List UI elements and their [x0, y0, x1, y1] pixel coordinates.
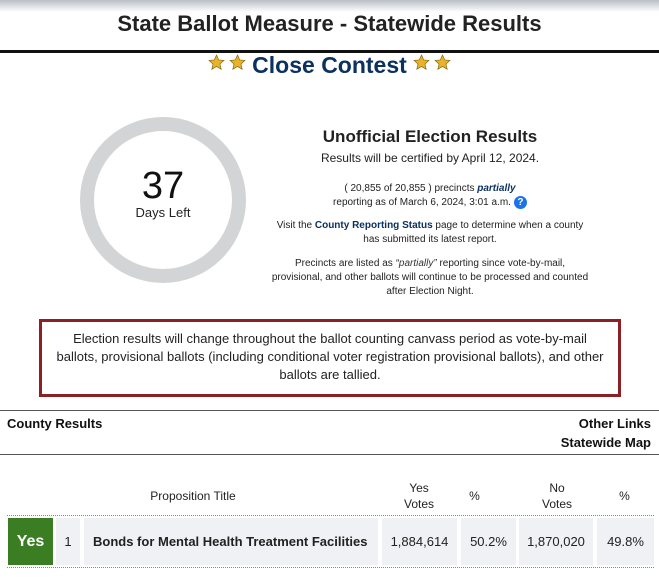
- precincts-reporting: ( 20,855 of 20,855 ) precincts partially…: [270, 182, 590, 210]
- title-divider: [0, 50, 659, 53]
- other-links-label: Other Links: [578, 416, 651, 431]
- row-divider-top: [7, 515, 654, 516]
- canvass-notice: Election results will change throughout …: [39, 319, 621, 397]
- partial-reporting-note: Precincts are listed as “partially” repo…: [270, 257, 590, 299]
- yes-percent: 50.2%: [461, 518, 516, 565]
- visit-prefix: Visit the: [276, 220, 313, 231]
- proposition-title[interactable]: Bonds for Mental Health Treatment Facili…: [84, 518, 378, 565]
- certification-date: Results will be certified by April 12, 2…: [320, 151, 540, 165]
- header-no-line2: Votes: [541, 497, 573, 511]
- header-yes-percent: %: [469, 489, 480, 503]
- header-no-percent: %: [619, 489, 630, 503]
- close-contest-banner: Close Contest: [0, 52, 659, 79]
- partial-quote: “partially”: [395, 258, 437, 269]
- header-proposition-title: Proposition Title: [150, 489, 236, 503]
- precincts-count: ( 20,855 of 20,855 ) precincts: [344, 183, 475, 194]
- star-icon: [229, 54, 246, 70]
- header-yes-votes: Yes Votes: [381, 480, 457, 512]
- visit-suffix: page to determine when a county has subm…: [363, 220, 584, 245]
- results-heading: Unofficial Election Results: [322, 127, 538, 146]
- links-divider-top: [0, 410, 659, 411]
- outcome-badge: Yes: [8, 518, 53, 565]
- header-yes-line2: Votes: [403, 497, 435, 511]
- page-title: State Ballot Measure - Statewide Results: [117, 11, 542, 36]
- reporting-timestamp: reporting as of March 6, 2024, 3:01 a.m.: [333, 197, 511, 209]
- partial-suffix: reporting since vote-by-mail, provisiona…: [271, 258, 589, 297]
- yes-votes: 1,884,614: [382, 518, 457, 565]
- header-no-votes: No Votes: [520, 480, 594, 512]
- star-icon: [413, 54, 430, 70]
- header-no-line1: No: [549, 481, 565, 495]
- partially-emphasis: partially: [477, 183, 516, 194]
- no-percent: 49.8%: [597, 518, 654, 565]
- links-divider-bottom: [0, 454, 659, 455]
- county-results-link[interactable]: County Results: [7, 416, 103, 431]
- days-left-label: Days Left: [135, 205, 191, 220]
- county-reporting-status-link[interactable]: County Reporting Status: [314, 220, 433, 231]
- star-icon: [434, 54, 451, 70]
- no-votes: 1,870,020: [519, 518, 593, 565]
- header-yes-line1: Yes: [409, 481, 429, 495]
- close-contest-label: Close Contest: [252, 52, 407, 78]
- star-icon: [208, 54, 225, 70]
- help-icon[interactable]: ?: [513, 196, 527, 209]
- days-left-count: 37: [141, 165, 185, 207]
- statewide-map-link[interactable]: Statewide Map: [560, 435, 651, 450]
- row-divider-bottom: [7, 567, 654, 568]
- partial-prefix: Precincts are listed as: [294, 258, 393, 269]
- top-shade: [0, 0, 659, 12]
- county-status-note: Visit the County Reporting Status page t…: [270, 219, 590, 247]
- proposition-number: 1: [56, 518, 80, 565]
